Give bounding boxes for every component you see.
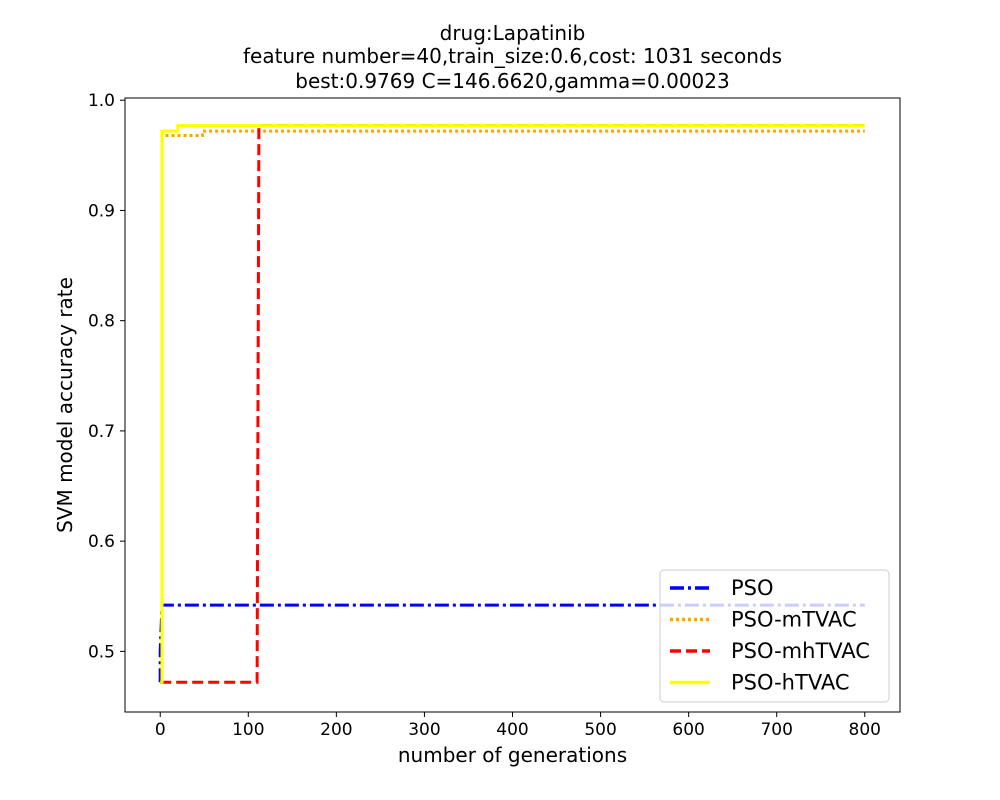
x-tick-label: 300 (408, 720, 440, 740)
legend-label: PSO-hTVAC (731, 671, 850, 695)
series-line-pso-mhtvac (160, 124, 865, 684)
x-tick-label: 100 (232, 720, 264, 740)
title-line-1: drug:Lapatinib (440, 21, 586, 45)
x-tick-label: 600 (672, 720, 704, 740)
legend-label: PSO (731, 576, 774, 600)
x-tick-label: 700 (760, 720, 792, 740)
y-tick-label: 0.9 (88, 201, 115, 221)
x-tick-label: 800 (849, 720, 881, 740)
y-tick-label: 0.8 (88, 312, 115, 332)
title-line-3: best:0.9769 C=146.6620,gamma=0.00023 (295, 69, 729, 93)
y-axis-label: SVM model accuracy rate (53, 277, 77, 533)
y-tick-label: 1.0 (88, 91, 115, 111)
legend-label: PSO-mTVAC (731, 608, 857, 632)
legend: PSO PSO-mTVAC PSO-mhTVAC PSO-hTVAC (659, 569, 890, 703)
legend-entries: PSO PSO-mTVAC PSO-mhTVAC PSO-hTVAC (670, 576, 870, 695)
legend-label: PSO-mhTVAC (731, 639, 870, 663)
series-line-pso-htvac (160, 124, 865, 684)
x-tick-label: 400 (496, 720, 528, 740)
x-axis-label: number of generations (398, 743, 627, 767)
x-tick-label: 0 (155, 720, 166, 740)
chart-title: drug:Lapatinib feature number=40,train_s… (243, 21, 782, 93)
title-line-2: feature number=40,train_size:0.6,cost: 1… (243, 44, 782, 68)
legend-box (659, 569, 890, 703)
x-tick-label: 500 (584, 720, 616, 740)
series-layer (158, 124, 865, 684)
y-axis-ticks: 0.5 0.6 0.7 0.8 0.9 1.0 (88, 91, 125, 662)
y-tick-label: 0.7 (88, 422, 115, 442)
y-tick-label: 0.6 (88, 532, 115, 552)
x-tick-label: 200 (320, 720, 352, 740)
x-axis-ticks: 0 100 200 300 400 500 600 700 800 (155, 712, 881, 740)
y-tick-label: 0.5 (88, 642, 115, 662)
